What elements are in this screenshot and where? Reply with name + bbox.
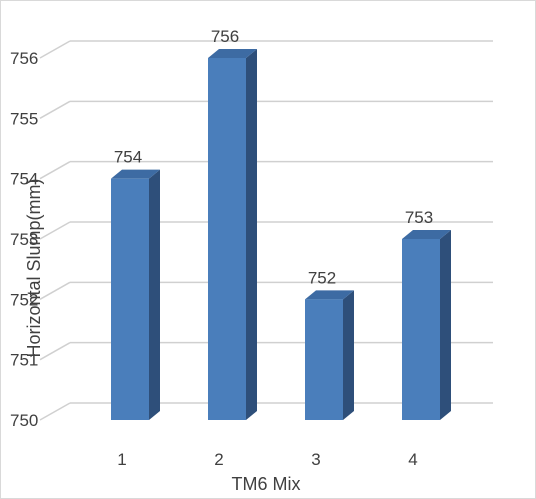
gridline-floor-5 [39,100,71,119]
bar-front [208,58,246,420]
bar-top [402,230,451,239]
y-tick-label: 756 [10,49,38,68]
x-tick-label: 1 [117,450,126,469]
y-axis-title: Horizontal Slump(mm) [24,178,44,357]
bar-front [305,299,343,420]
bar-3 [305,290,354,420]
gridline-floor-2 [39,281,71,300]
gridline-floor-3 [39,221,71,240]
data-label: 753 [405,208,433,227]
bar-4 [402,230,451,420]
gridline-floor-4 [39,161,71,180]
y-tick-label: 753 [10,230,38,249]
bar-top [305,290,354,300]
x-axis-ticks: 1 2 3 4 [117,450,417,469]
bar-top [111,169,160,179]
gridline-floor-0 [39,402,71,421]
x-tick-label: 2 [214,450,223,469]
bar-top [208,49,257,58]
bar-1 [111,169,160,420]
gridline-floor-6 [39,40,71,59]
data-label: 754 [114,148,142,167]
y-tick-label: 755 [10,109,38,128]
data-labels: 754 756 752 753 [114,27,433,287]
data-label: 752 [308,268,336,287]
bar-side [440,230,451,420]
data-label: 756 [211,27,239,46]
bar-front [111,178,149,420]
y-tick-label: 752 [10,290,38,309]
gridline-floor-1 [39,342,71,361]
y-tick-label: 751 [10,351,38,370]
bar-front [402,239,440,420]
x-tick-label: 4 [408,450,417,469]
bar-side [246,49,257,420]
bar-2 [208,49,257,420]
y-tick-label: 754 [10,170,38,189]
x-tick-label: 3 [311,450,320,469]
y-axis-ticks: 750 751 752 753 754 755 756 [10,49,38,430]
bars [111,49,451,420]
bar-side [149,169,160,420]
y-tick-label: 750 [10,411,38,430]
bar-side [343,290,354,420]
x-axis-title: TM6 Mix [232,474,301,494]
